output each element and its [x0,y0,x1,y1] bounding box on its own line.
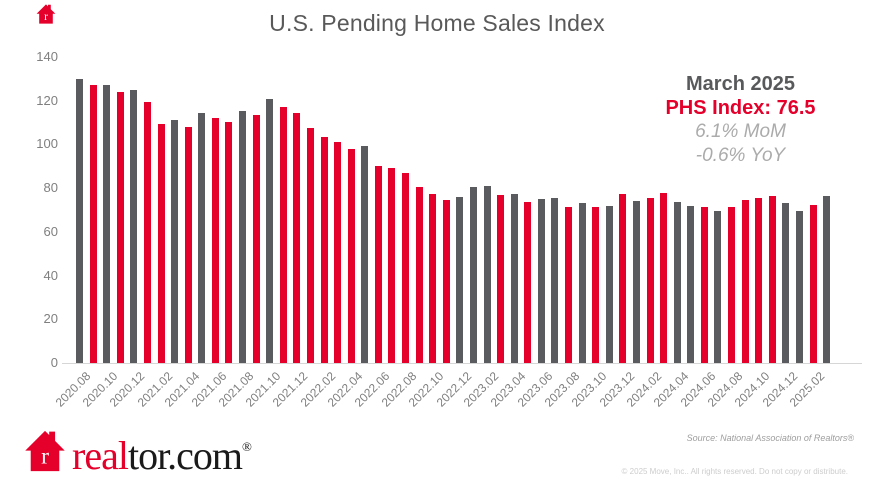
y-axis-tick-label: 40 [43,267,58,283]
bar-2025.01 [796,211,803,363]
logo-torcom-text: tor.com [127,432,243,478]
bar-2024.03 [660,192,668,363]
bar-2023.11 [605,206,613,363]
bar-2023.01 [469,187,477,363]
bar-2022.05 [361,145,369,363]
bar-2021.04 [184,127,192,363]
bar-2023.09 [578,203,586,363]
y-axis-tick-label: 120 [36,92,58,108]
bar-2022.08 [402,172,410,363]
latest-value-annotation: March 2025 PHS Index: 76.5 6.1% MoM -0.6… [618,72,863,168]
bar-2022.06 [374,166,382,363]
bar-2024.07 [714,211,722,363]
svg-text:r: r [41,444,49,470]
bar-2021.07 [225,121,233,363]
bar-2021.03 [171,119,179,363]
y-axis-tick-label: 60 [43,223,58,239]
bar-2024.01 [632,201,640,363]
svg-text:r: r [44,11,48,23]
bar-2022.11 [442,199,450,363]
bar-2020.11 [116,91,124,363]
logo-registered-symbol: ® [242,438,252,454]
realtor-house-icon: r [36,4,56,24]
bar-2020.12 [130,90,138,363]
bar-2021.12 [293,112,301,363]
bar-2023.08 [565,206,573,363]
bar-2023.07 [551,197,559,363]
y-axis-tick-label: 80 [43,180,58,196]
bar-2021.11 [279,106,287,363]
bar-2022.07 [388,167,396,363]
bar-2020.09 [89,85,97,363]
bar-2022.02 [320,136,328,363]
bar-2025.03 [823,195,831,363]
annotation-phs-index: PHS Index: 76.5 [665,97,816,119]
bar-2022.09 [415,186,423,363]
bar-2020.08 [76,78,83,363]
bar-2022.12 [456,197,464,363]
bar-2025.02 [809,205,817,363]
realtor-com-logo: r realtor.com® [24,426,252,478]
copyright-notice: © 2025 Move, Inc.. All rights reserved. … [621,467,848,476]
bar-2023.05 [524,201,532,363]
bar-2020.10 [103,84,111,363]
annotation-mom-change: 6.1% MoM [695,121,786,142]
bar-2022.10 [429,194,437,363]
source-attribution: Source: National Association of Realtors… [686,433,854,443]
y-axis-tick-label: 140 [36,49,58,64]
bar-2023.10 [592,206,600,363]
bar-2024.10 [755,197,763,363]
bar-2024.02 [646,198,654,363]
logo-real-text: real [72,432,129,478]
bar-2022.01 [306,127,314,363]
bar-2023.03 [497,194,505,363]
bar-2021.02 [157,123,165,363]
bar-2021.06 [211,117,219,363]
bar-2021.08 [239,111,247,363]
bar-2024.12 [782,203,790,363]
bar-2023.02 [483,185,491,363]
bar-2024.09 [741,199,749,363]
bar-2024.08 [728,207,736,363]
y-axis-tick-label: 20 [43,311,58,327]
x-axis-baseline [62,363,862,364]
y-axis-tick-label: 100 [36,136,58,152]
realtor-house-icon: r [25,430,65,472]
bar-2022.03 [334,142,342,363]
bar-2021.01 [143,101,151,363]
annotation-yoy-change: -0.6% YoY [695,145,786,166]
y-axis-tick-label: 0 [50,355,58,370]
bar-2021.10 [266,98,274,363]
bar-2022.04 [347,148,355,363]
bar-2023.12 [619,194,627,363]
bar-2021.09 [252,114,260,363]
bar-2024.05 [687,206,695,363]
logo-wordmark: realtor.com® [72,426,252,478]
bar-2024.06 [700,207,708,363]
bar-2024.04 [673,202,681,363]
bar-2021.05 [198,113,206,363]
chart-title: U.S. Pending Home Sales Index [269,10,605,36]
bar-2023.06 [537,199,545,363]
bar-2023.04 [510,194,518,363]
annotation-month: March 2025 [686,73,795,95]
bar-2024.11 [768,196,776,363]
